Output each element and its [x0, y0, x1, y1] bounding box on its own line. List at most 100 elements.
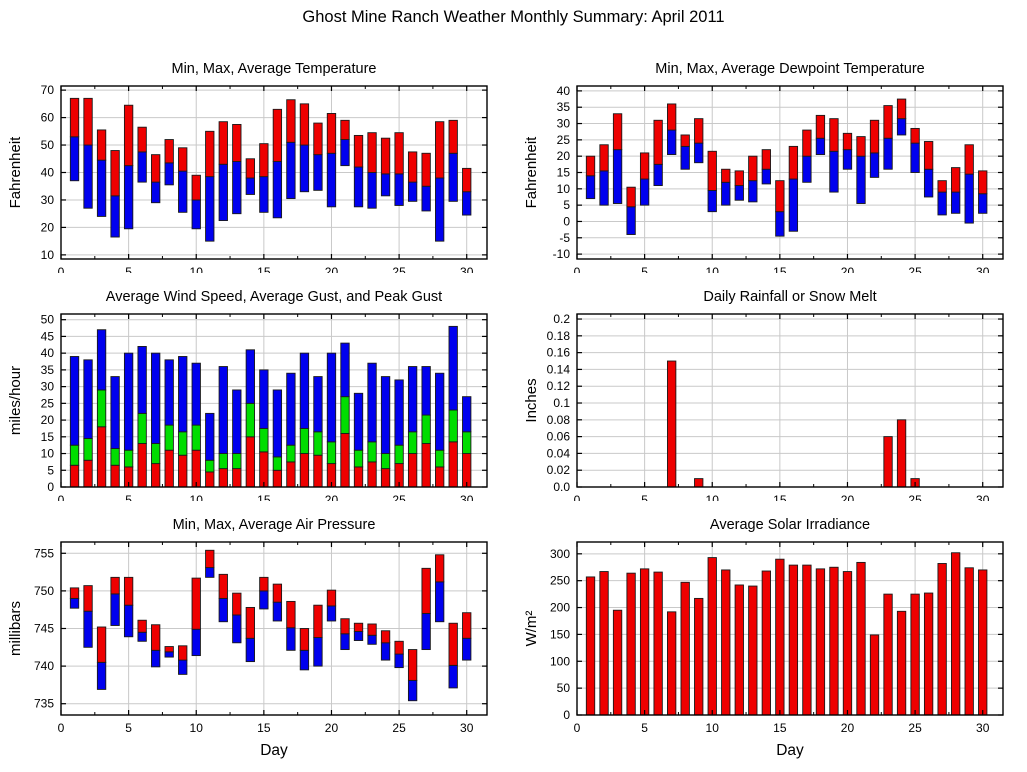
svg-text:20: 20: [325, 493, 339, 501]
svg-text:0: 0: [58, 265, 65, 273]
svg-text:25: 25: [908, 493, 922, 501]
svg-text:Min, Max, Average Air Pressure: Min, Max, Average Air Pressure: [173, 517, 376, 533]
chart-canvas-pressure: 735 740 745 750 755 0 5 10 15 20 25 30 Min, Max, Ave…: [7, 517, 488, 759]
svg-text:0.04: 0.04: [547, 446, 571, 460]
svg-text:0.12: 0.12: [547, 379, 571, 393]
svg-text:0.06: 0.06: [547, 430, 571, 444]
svg-text:70: 70: [41, 83, 55, 97]
svg-text:25: 25: [41, 396, 55, 410]
svg-text:Min, Max, Average Temperature: Min, Max, Average Temperature: [172, 61, 377, 77]
svg-text:20: 20: [325, 265, 339, 273]
svg-text:40: 40: [557, 84, 571, 98]
svg-text:740: 740: [34, 659, 54, 673]
svg-text:10: 10: [190, 265, 204, 273]
svg-text:Average Wind Speed, Average Gu: Average Wind Speed, Average Gust, and Pe…: [106, 289, 442, 305]
svg-text:750: 750: [34, 584, 54, 598]
svg-text:35: 35: [41, 363, 55, 377]
chart-rainfall-snowmelt: 0.0 0.02 0.04 0.06 0.08 0.1 0.12 0.14 0.16 0.18 0.…: [516, 273, 1027, 507]
svg-text:0.08: 0.08: [547, 413, 571, 427]
svg-text:25: 25: [392, 493, 406, 501]
svg-text:20: 20: [841, 493, 855, 501]
svg-text:10: 10: [706, 265, 720, 273]
svg-text:15: 15: [41, 430, 55, 444]
svg-text:30: 30: [41, 380, 55, 394]
chart-temperature: 10 20 30 40 50 60 70 0 5 10 15 20 25 30 Min, Max, Aver…: [0, 45, 511, 279]
svg-text:Daily Rainfall or Snow Melt: Daily Rainfall or Snow Melt: [703, 289, 876, 305]
svg-text:0.0: 0.0: [553, 480, 570, 494]
svg-text:30: 30: [557, 117, 571, 131]
svg-text:150: 150: [550, 627, 570, 641]
chart-canvas-temperature: 10 20 30 40 50 60 70 0 5 10 15 20 25 30 Min, Max, Aver…: [7, 61, 488, 279]
svg-text:0: 0: [563, 708, 570, 722]
chart-canvas-rainfall: 0.0 0.02 0.04 0.06 0.08 0.1 0.12 0.14 0.16 0.18 0.…: [523, 289, 1004, 507]
svg-text:15: 15: [257, 265, 271, 273]
svg-text:755: 755: [34, 546, 54, 560]
svg-text:50: 50: [41, 138, 55, 152]
svg-text:15: 15: [773, 721, 787, 735]
svg-text:5: 5: [125, 721, 132, 735]
svg-text:0.18: 0.18: [547, 329, 571, 343]
svg-text:5: 5: [563, 198, 570, 212]
chart-solar-irradiance: 0 50 100 150 200 250 300 0 5 10 15 20 25 30 Average So…: [516, 501, 1027, 772]
svg-text:15: 15: [773, 493, 787, 501]
svg-text:0.2: 0.2: [553, 312, 570, 326]
svg-text:miles/hour: miles/hour: [7, 366, 24, 435]
svg-text:35: 35: [557, 100, 571, 114]
svg-text:50: 50: [557, 681, 571, 695]
svg-text:25: 25: [557, 133, 571, 147]
svg-text:30: 30: [41, 193, 55, 207]
figure-title: Ghost Mine Ranch Weather Monthly Summary…: [302, 8, 725, 26]
svg-text:30: 30: [460, 265, 474, 273]
svg-text:25: 25: [392, 721, 406, 735]
svg-text:20: 20: [41, 220, 55, 234]
svg-text:10: 10: [41, 248, 55, 262]
svg-text:10: 10: [41, 447, 55, 461]
svg-text:0: 0: [563, 214, 570, 228]
svg-text:60: 60: [41, 111, 55, 125]
svg-text:15: 15: [257, 721, 271, 735]
svg-text:20: 20: [41, 413, 55, 427]
chart-canvas-wind: 0 5 10 15 20 25 30 35 40 45 50 0 5 10 15 20 25 30 Average …: [7, 289, 488, 507]
svg-text:15: 15: [773, 265, 787, 273]
svg-text:0.02: 0.02: [547, 463, 571, 477]
svg-text:10: 10: [706, 493, 720, 501]
svg-text:250: 250: [550, 574, 570, 588]
svg-text:20: 20: [841, 721, 855, 735]
svg-text:30: 30: [976, 493, 990, 501]
svg-text:Fahrenheit: Fahrenheit: [523, 136, 540, 209]
svg-text:745: 745: [34, 622, 54, 636]
svg-text:0.14: 0.14: [547, 362, 571, 376]
svg-text:0.16: 0.16: [547, 346, 571, 360]
svg-text:20: 20: [325, 721, 339, 735]
svg-text:30: 30: [460, 493, 474, 501]
svg-text:Day: Day: [776, 742, 804, 759]
svg-text:40: 40: [41, 346, 55, 360]
svg-text:-10: -10: [553, 247, 571, 261]
chart-air-pressure: 735 740 745 750 755 0 5 10 15 20 25 30 Min, Max, Ave…: [0, 501, 511, 772]
svg-text:0: 0: [574, 493, 581, 501]
chart-dewpoint: -10 -5 0 5 10 15 20 25 30 35 40 0 5 10 15 20 25 30 Min, Ma…: [516, 45, 1027, 279]
svg-text:735: 735: [34, 697, 54, 711]
svg-text:25: 25: [392, 265, 406, 273]
svg-text:millibars: millibars: [7, 601, 24, 656]
svg-text:25: 25: [908, 265, 922, 273]
svg-text:30: 30: [460, 721, 474, 735]
svg-text:20: 20: [841, 265, 855, 273]
svg-text:20: 20: [557, 149, 571, 163]
svg-text:5: 5: [47, 463, 54, 477]
svg-text:45: 45: [41, 329, 55, 343]
svg-text:Average Solar Irradiance: Average Solar Irradiance: [710, 517, 870, 533]
chart-canvas-dewpoint: -10 -5 0 5 10 15 20 25 30 35 40 0 5 10 15 20 25 30 Min, Ma…: [523, 61, 1004, 279]
svg-text:0: 0: [58, 721, 65, 735]
svg-text:Inches: Inches: [523, 378, 540, 422]
svg-text:Day: Day: [260, 742, 288, 759]
svg-text:0: 0: [47, 480, 54, 494]
svg-text:30: 30: [976, 721, 990, 735]
svg-text:-5: -5: [559, 231, 570, 245]
svg-text:5: 5: [641, 493, 648, 501]
chart-canvas-solar: 0 50 100 150 200 250 300 0 5 10 15 20 25 30 Average So…: [523, 517, 1004, 759]
svg-text:5: 5: [125, 493, 132, 501]
svg-text:200: 200: [550, 601, 570, 615]
svg-text:15: 15: [557, 166, 571, 180]
